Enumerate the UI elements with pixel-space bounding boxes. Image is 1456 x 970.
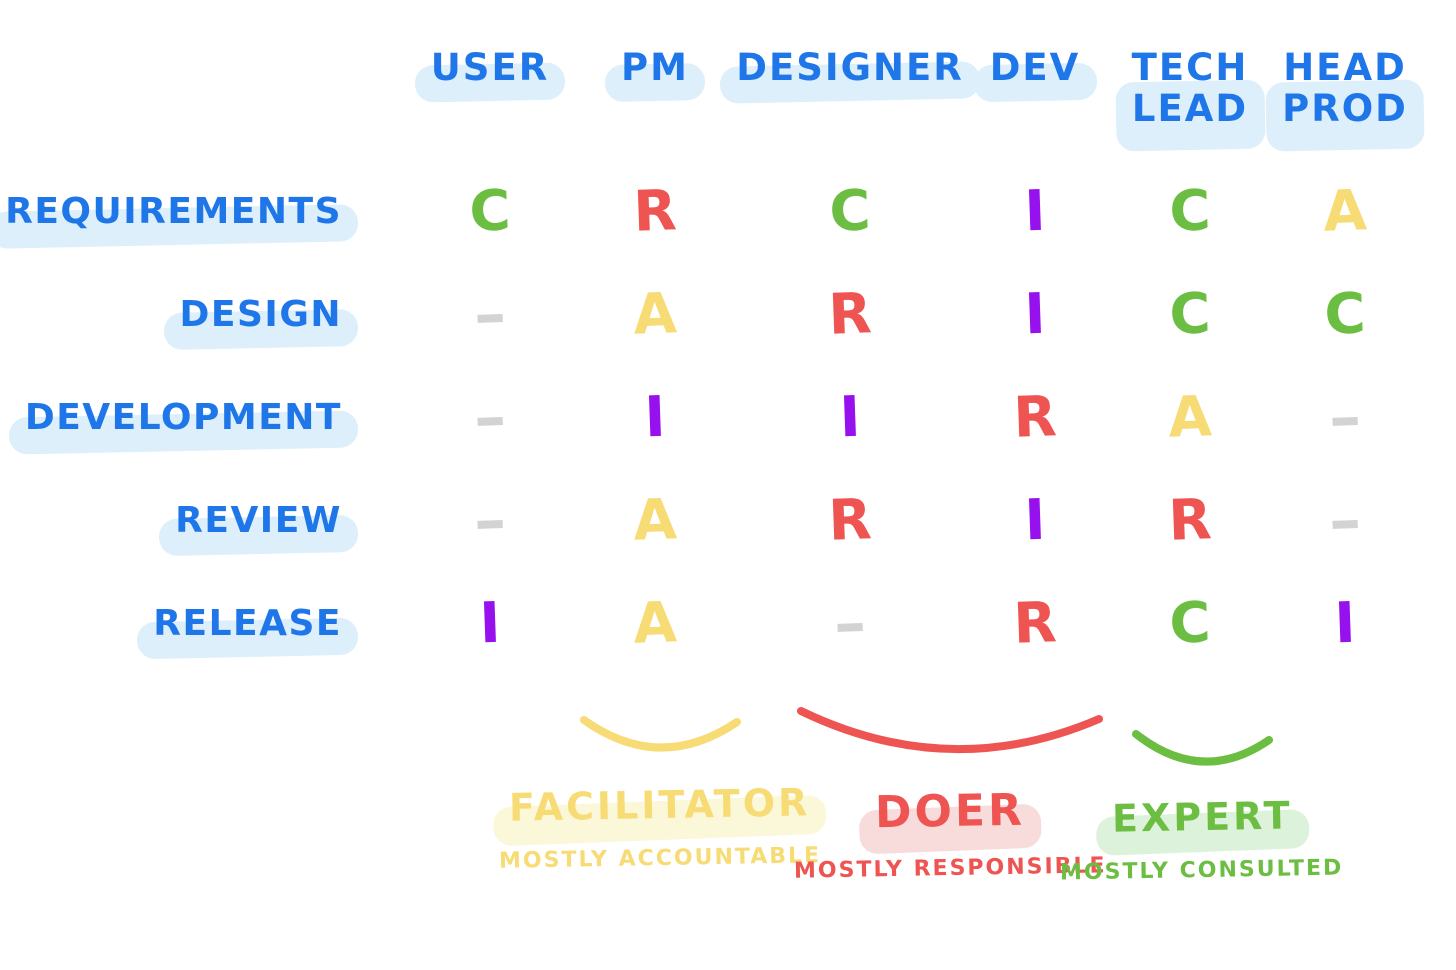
raci-cell: – [472, 379, 508, 456]
column-header-head-prod: HEAD PROD [1270, 30, 1420, 160]
raci-cell: C [468, 177, 512, 245]
raci-cell: I [478, 590, 502, 656]
legend-title: EXPERT [1101, 790, 1302, 843]
legend-subtitle: MOSTLY CONSULTED [1060, 855, 1344, 886]
raci-cell: – [1327, 482, 1363, 559]
column-header-pm: PM [570, 30, 740, 160]
column-header-label: USER [421, 44, 559, 91]
raci-cell: R [827, 280, 873, 348]
column-header-label: DEV [980, 44, 1091, 91]
raci-cell: C [1168, 589, 1212, 657]
column-header-label: PM [611, 44, 699, 91]
column-header-designer: DESIGNER [736, 30, 962, 160]
legend-title: FACILITATOR [499, 777, 821, 833]
legend-facilitator: FACILITATOR MOSTLY ACCOUNTABLE [499, 712, 821, 874]
raci-cell: R [632, 177, 678, 245]
raci-cell: R [1012, 589, 1058, 657]
raci-cell: A [632, 486, 678, 554]
legend-expert: EXPERT MOSTLY CONSULTED [1060, 728, 1344, 885]
column-header-dev: DEV [960, 30, 1110, 160]
raci-cell: I [838, 384, 862, 450]
raci-matrix: USER PM DESIGNER DEV TECH LEAD HEAD PROD… [0, 30, 1420, 675]
expert-brace-curve [1131, 730, 1273, 766]
column-header-label: TECH LEAD [1122, 44, 1259, 133]
raci-cell: – [832, 585, 868, 662]
legend-doer: DOER MOSTLY RESPONSIBLE [790, 705, 1110, 884]
row-label-design: DESIGN [0, 263, 410, 366]
column-header-tech-lead: TECH LEAD [1110, 30, 1270, 160]
legend-title: DOER [865, 782, 1036, 842]
facilitator-brace-curve [579, 716, 741, 752]
legend-subtitle: MOSTLY ACCOUNTABLE [498, 843, 822, 874]
raci-cell: – [1327, 379, 1363, 456]
row-label-review: REVIEW [0, 469, 410, 572]
raci-cell: C [828, 177, 872, 245]
raci-cell: A [1167, 383, 1213, 451]
row-label-text: RELEASE [143, 600, 352, 647]
raci-cell: C [1168, 280, 1212, 348]
row-label-text: DEVELOPMENT [15, 394, 352, 441]
row-label-release: RELEASE [0, 572, 410, 675]
raci-cell: C [1168, 177, 1212, 245]
raci-cell: – [472, 482, 508, 559]
raci-cell: A [632, 280, 678, 348]
doer-brace-curve [797, 707, 1103, 754]
row-label-text: DESIGN [170, 291, 352, 338]
column-header-label: DESIGNER [726, 44, 974, 91]
raci-cell: A [632, 589, 678, 657]
raci-cell: A [1322, 177, 1368, 245]
raci-cell: I [1333, 590, 1357, 656]
raci-cell: I [1023, 281, 1047, 347]
raci-cell: – [472, 276, 508, 353]
column-header-label: HEAD PROD [1272, 44, 1418, 133]
column-header-user: USER [410, 30, 570, 160]
raci-cell: C [1323, 280, 1367, 348]
raci-cell: R [827, 486, 873, 554]
raci-cell: R [1167, 486, 1213, 554]
row-label-text: REQUIREMENTS [0, 188, 352, 235]
raci-cell: R [1012, 383, 1058, 451]
raci-cell: I [1023, 487, 1047, 553]
row-label-requirements: REQUIREMENTS [0, 160, 410, 263]
raci-cell: I [1023, 178, 1047, 244]
corner-spacer [0, 30, 410, 160]
raci-cell: I [643, 384, 667, 450]
row-label-text: REVIEW [165, 497, 352, 544]
row-label-development: DEVELOPMENT [0, 366, 410, 469]
